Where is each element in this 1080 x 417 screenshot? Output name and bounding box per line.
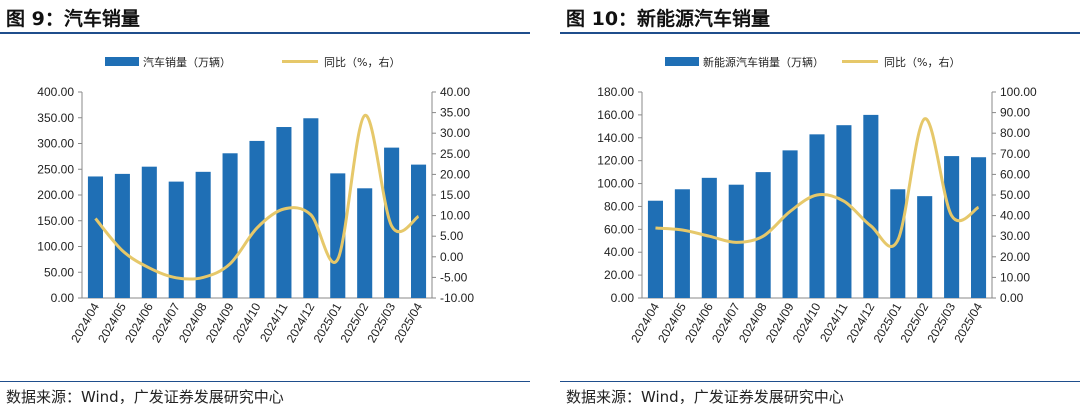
left-tick-label: 0.00 [611, 291, 635, 305]
legend-bar-label: 汽车销量（万辆） [143, 55, 231, 69]
bar [917, 196, 933, 298]
bar [863, 114, 879, 298]
bar [782, 150, 798, 298]
source-note: 数据来源：Wind，广发证券发展研究中心 [566, 388, 844, 406]
left-tick-label: 100.00 [37, 240, 74, 254]
title-rule [0, 32, 530, 34]
left-tick-label: 200.00 [37, 188, 74, 202]
right-tick-label: -10.00 [440, 291, 474, 305]
right-tick-label: 80.00 [1000, 126, 1030, 140]
legend-bar-label: 新能源汽车销量（万辆） [703, 55, 824, 69]
bar [647, 200, 663, 298]
left-tick-label: 160.00 [597, 108, 634, 122]
right-tick-label: 20.00 [1000, 250, 1030, 264]
nev-sales-chart: 新能源汽车销量（万辆） 同比（%，右） 0.00 20.00 40.00 60.00 80.… [597, 55, 1037, 345]
left-tick-label: 250.00 [37, 162, 74, 176]
bar [141, 166, 157, 298]
source-rule [0, 381, 530, 382]
bar [890, 189, 906, 298]
right-tick-label: 30.00 [440, 126, 470, 140]
bar [303, 118, 319, 298]
left-tick-label: 80.00 [604, 199, 634, 213]
figure-title: 图 9：汽车销量 [6, 8, 140, 30]
legend: 汽车销量（万辆） 同比（%，右） [105, 55, 400, 69]
right-tick-label: 30.00 [1000, 229, 1030, 243]
right-tick-label: 40.00 [440, 85, 470, 99]
figure-title: 图 10：新能源汽车销量 [566, 8, 771, 30]
right-tick-label: 90.00 [1000, 106, 1030, 120]
yoy-line [655, 117, 980, 249]
right-tick-label: 40.00 [1000, 209, 1030, 223]
bar [971, 157, 987, 298]
right-tick-label: 0.00 [1000, 291, 1024, 305]
bar [836, 125, 852, 298]
bar [674, 189, 690, 298]
bar [168, 181, 184, 298]
left-tick-label: 60.00 [604, 222, 634, 236]
bar [249, 140, 265, 298]
bar [114, 173, 130, 298]
legend-bar-swatch [665, 57, 699, 66]
left-tick-label: 150.00 [37, 214, 74, 228]
auto-sales-chart: 汽车销量（万辆） 同比（%，右） 0.00 50.00 100.00 150.00 200.… [37, 55, 474, 345]
left-tick-label: 180.00 [597, 85, 634, 99]
left-tick-label: 120.00 [597, 154, 634, 168]
bar [701, 177, 717, 298]
right-tick-label: 10.00 [440, 209, 470, 223]
bar [411, 164, 427, 298]
source-rule [560, 381, 1080, 382]
right-tick-label: 70.00 [1000, 147, 1030, 161]
left-tick-label: 100.00 [597, 177, 634, 191]
bar [330, 173, 346, 298]
bar [357, 188, 373, 298]
left-tick-label: 140.00 [597, 131, 634, 145]
bar [87, 176, 103, 298]
right-tick-label: 100.00 [1000, 85, 1037, 99]
right-tick-label: 50.00 [1000, 188, 1030, 202]
bar [276, 127, 292, 299]
left-tick-label: 20.00 [604, 268, 634, 282]
left-tick-label: 350.00 [37, 111, 74, 125]
bar [222, 153, 238, 298]
figure-10-panel: 图 10：新能源汽车销量 新能源汽车销量（万辆） 同比（%，右） 0.00 20.00… [560, 0, 1080, 417]
figure-9-panel: 图 9：汽车销量 汽车销量（万辆） 同比（%，右） 0.00 50.00 100.00 1… [0, 0, 530, 417]
right-tick-label: 0.00 [440, 250, 464, 264]
yoy-line [94, 113, 420, 281]
right-tick-label: -5.00 [440, 270, 468, 284]
left-tick-label: 0.00 [51, 291, 75, 305]
right-tick-label: 25.00 [440, 147, 470, 161]
right-tick-label: 5.00 [440, 229, 464, 243]
legend-line-label: 同比（%，右） [884, 55, 960, 69]
right-tick-label: 35.00 [440, 106, 470, 120]
legend: 新能源汽车销量（万辆） 同比（%，右） [665, 55, 960, 69]
right-tick-label: 15.00 [440, 188, 470, 202]
left-tick-label: 300.00 [37, 137, 74, 151]
legend-bar-swatch [105, 57, 139, 66]
bar [944, 156, 960, 298]
legend-line-label: 同比（%，右） [324, 55, 400, 69]
right-tick-label: 10.00 [1000, 270, 1030, 284]
bar [195, 171, 211, 298]
bar [809, 134, 825, 298]
left-tick-label: 400.00 [37, 85, 74, 99]
source-note: 数据来源：Wind，广发证券发展研究中心 [6, 388, 284, 406]
right-tick-label: 60.00 [1000, 167, 1030, 181]
right-tick-label: 20.00 [440, 167, 470, 181]
left-tick-label: 40.00 [604, 245, 634, 259]
left-tick-label: 50.00 [44, 265, 74, 279]
title-rule [560, 32, 1080, 34]
